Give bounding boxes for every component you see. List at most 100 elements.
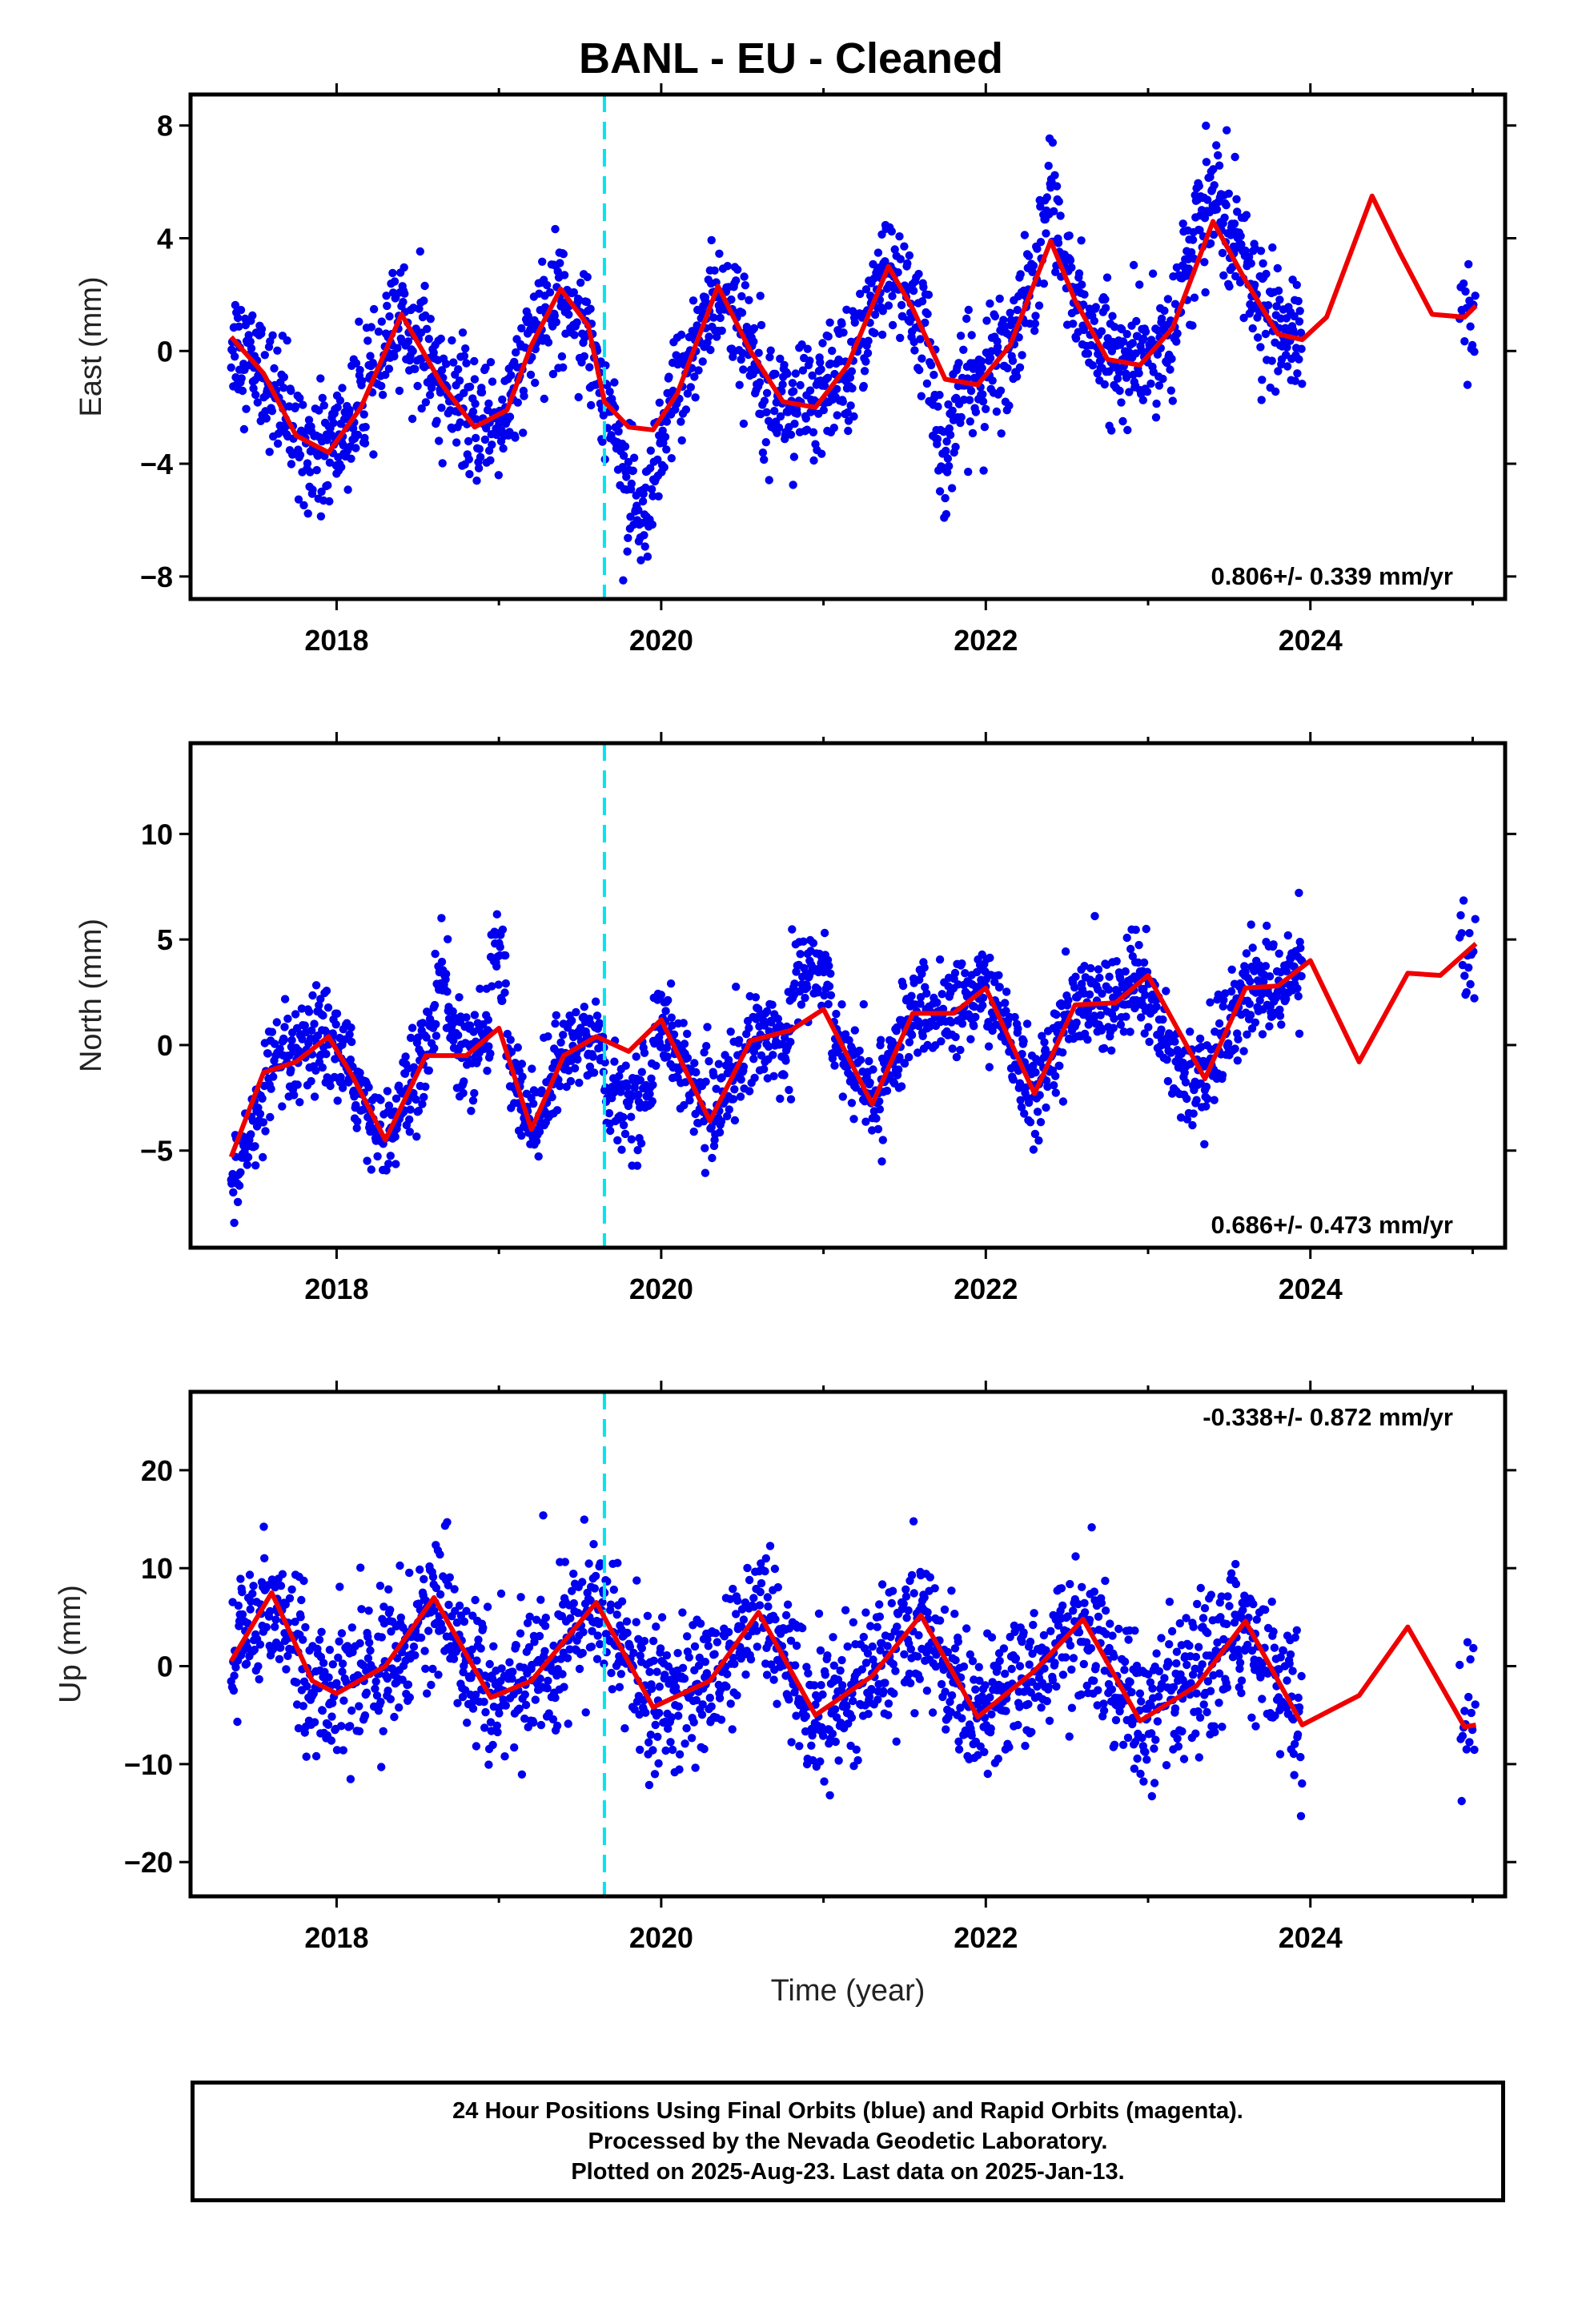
model-curve: [228, 942, 1478, 1158]
data-point: [717, 1073, 726, 1082]
data-point: [737, 1622, 746, 1631]
data-point: [328, 1660, 337, 1669]
data-point: [844, 426, 853, 436]
data-point: [517, 1059, 527, 1068]
data-point: [587, 400, 596, 410]
data-point: [1295, 307, 1304, 316]
data-point: [1024, 1098, 1034, 1108]
data-point: [1098, 989, 1106, 998]
data-point: [832, 1009, 841, 1019]
data-point: [424, 335, 433, 344]
data-point: [327, 1712, 336, 1721]
data-point: [624, 533, 632, 542]
data-point: [1212, 205, 1222, 214]
data-point: [513, 398, 522, 407]
data-point: [656, 1644, 665, 1653]
data-point: [884, 1711, 893, 1719]
data-point: [910, 346, 919, 355]
data-point: [933, 435, 942, 444]
data-point: [899, 1599, 908, 1608]
data-point: [559, 250, 568, 259]
data-point: [844, 1719, 853, 1728]
data-point: [1052, 1010, 1061, 1019]
data-point: [1242, 949, 1251, 958]
data-point: [1114, 368, 1124, 376]
data-point: [566, 1614, 575, 1622]
data-point: [870, 328, 879, 338]
data-point: [864, 1710, 873, 1719]
data-point: [472, 1742, 481, 1751]
data-point: [823, 1651, 832, 1660]
data-point: [237, 374, 246, 383]
data-point: [745, 1023, 753, 1032]
data-point: [346, 1722, 355, 1731]
data-point: [816, 1757, 825, 1766]
data-point: [739, 1062, 749, 1072]
data-point: [229, 1686, 239, 1695]
data-point: [1236, 231, 1245, 240]
data-point: [632, 1618, 640, 1626]
data-point: [303, 509, 312, 518]
data-point: [669, 1030, 679, 1039]
data-point: [1152, 399, 1161, 408]
data-point: [1247, 259, 1255, 268]
data-point: [705, 1693, 714, 1703]
data-point: [343, 485, 352, 494]
data-point: [333, 403, 342, 412]
data-point: [551, 1019, 560, 1028]
data-point: [416, 247, 424, 256]
data-point: [1275, 1005, 1284, 1014]
data-point: [1275, 1011, 1285, 1020]
data-point: [316, 512, 326, 521]
data-point: [789, 480, 797, 489]
data-point: [942, 437, 951, 446]
y-tick-label: 0: [157, 1029, 173, 1062]
north-points: [227, 888, 1480, 1228]
data-point: [951, 1655, 960, 1665]
data-point: [587, 1642, 596, 1651]
data-point: [589, 1068, 599, 1077]
data-point: [986, 953, 994, 963]
data-point: [1219, 271, 1228, 280]
data-point: [460, 388, 468, 397]
data-point: [1296, 943, 1305, 952]
data-point: [573, 1055, 582, 1064]
data-point: [897, 300, 906, 310]
data-point: [267, 407, 277, 416]
data-point: [581, 1708, 590, 1717]
data-point: [544, 338, 553, 347]
data-point: [716, 313, 725, 323]
data-point: [345, 1030, 354, 1039]
data-point: [654, 1759, 663, 1768]
data-point: [335, 1582, 344, 1591]
data-point: [865, 1056, 873, 1066]
data-point: [1122, 1012, 1130, 1021]
data-point: [958, 1019, 967, 1028]
data-point: [468, 1704, 478, 1713]
data-point: [789, 452, 799, 461]
data-point: [484, 1042, 493, 1051]
data-point: [486, 456, 495, 464]
data-point: [749, 1055, 758, 1063]
data-point: [1200, 214, 1210, 223]
data-point: [268, 331, 277, 340]
data-point: [649, 1656, 658, 1665]
data-point: [1471, 292, 1480, 300]
data-point: [914, 1022, 923, 1031]
data-point: [1072, 1018, 1081, 1027]
data-point: [1042, 1103, 1050, 1112]
data-point: [233, 1717, 242, 1727]
data-point: [1461, 287, 1470, 296]
data-point: [787, 1738, 796, 1747]
data-point: [590, 1584, 599, 1593]
data-point: [243, 1152, 253, 1162]
data-point: [709, 313, 718, 322]
data-point: [1292, 280, 1302, 289]
data-point: [935, 1616, 945, 1625]
data-point: [705, 1057, 713, 1066]
data-point: [915, 1675, 925, 1683]
data-point: [352, 1124, 361, 1132]
data-point: [817, 449, 826, 458]
data-point: [251, 1161, 260, 1170]
data-point: [994, 971, 1003, 979]
